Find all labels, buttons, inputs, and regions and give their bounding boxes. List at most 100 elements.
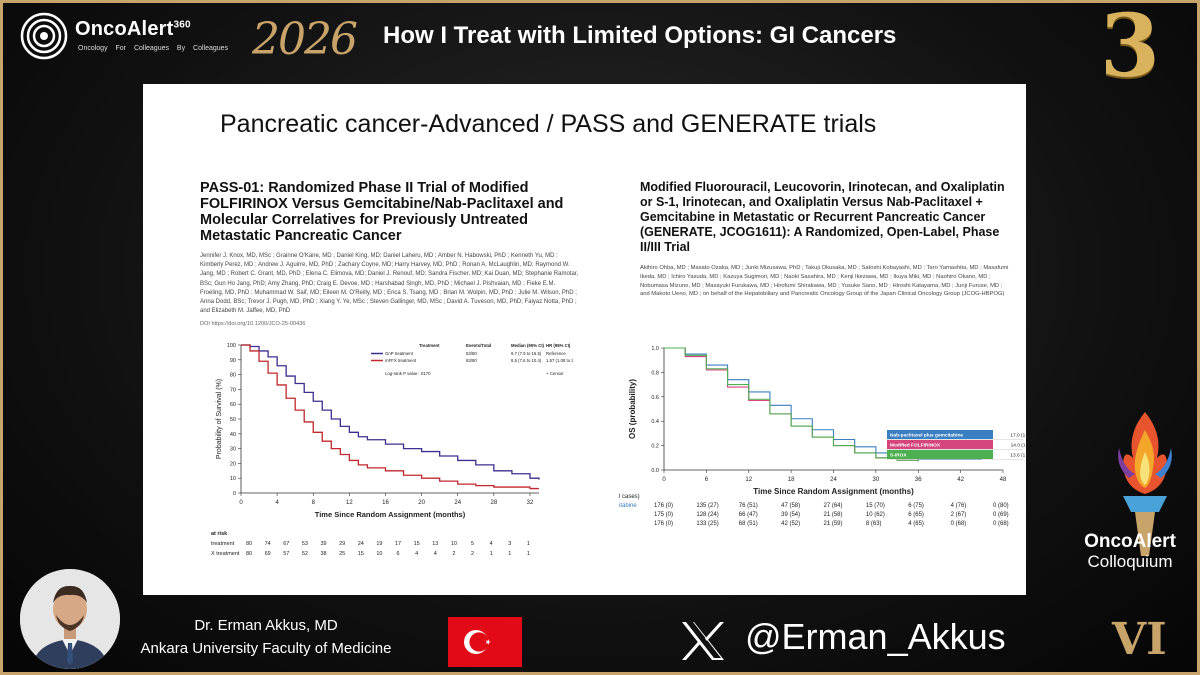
y-tick-label: 50	[230, 417, 236, 423]
risk-table-header-label: l cases)	[619, 494, 640, 500]
legend-hr: Reference	[546, 351, 566, 356]
y-tick-label: 20	[230, 461, 236, 467]
risk-table-header: l cases)	[619, 494, 1025, 503]
pass01-doi: DOI https://doi.org/10.1200/JCO-25-00436	[200, 321, 306, 328]
risk-cell: 42 (52)	[781, 521, 801, 527]
risk-cell: 10	[451, 541, 457, 547]
colloquium-name: OncoAlert	[1084, 531, 1176, 552]
risk-cell: 6 (65)	[908, 512, 924, 518]
x-tick-label: 32	[527, 500, 534, 506]
legend-median: 9.7 (7.9 to 16.5)	[511, 351, 542, 356]
risk-cell: 69	[265, 551, 271, 557]
legend-median: 14.0 (11.4 to 16.3)	[1011, 443, 1025, 449]
x-tick-label: 8	[312, 500, 316, 506]
y-axis-label: Probability of Survival (%)	[216, 379, 223, 459]
y-tick-label: 80	[230, 373, 236, 379]
x-tick-label: 42	[957, 477, 964, 483]
day-number: 3	[1100, 0, 1160, 97]
risk-cell: 76 (51)	[738, 503, 758, 509]
legend-header: HR (95% CI)	[546, 343, 571, 348]
brand-tagline: Oncology For Colleagues By Colleagues	[78, 45, 229, 52]
risk-row: 175 (0) 128 (24) 66 (47) 39 (54) 21 (58) 10 (…	[619, 512, 1025, 521]
legend-median: 13.6 (12.3 to 16.3)	[1010, 453, 1025, 459]
speaker-affiliation: Ankara University Faculty of Medicine	[140, 640, 392, 657]
legend-swatch	[887, 440, 993, 449]
risk-cell: 25	[339, 551, 345, 557]
risk-cell: 67	[283, 541, 289, 547]
y-tick-label: 10	[230, 476, 236, 482]
risk-cell: 80	[246, 551, 252, 557]
torch-icon	[1118, 412, 1172, 556]
risk-cell: 15	[358, 551, 364, 557]
legend-series-name: S-IROX	[890, 453, 907, 459]
legend-swatch	[887, 430, 993, 439]
risk-cell: 4 (65)	[908, 521, 924, 527]
generate-risk-table: l cases) itabine 176 (0) 135 (27) 76 (51) 47 …	[619, 494, 1025, 530]
risk-cell: 2 (67)	[950, 512, 967, 518]
pass01-authors: Jennifer J. Knox, MD, MSc ; Grainne O'Ka…	[200, 253, 579, 315]
legend-header: Treatment	[419, 343, 440, 348]
generate-title: Modified Fluorouracil, Leucovorin, Irino…	[640, 180, 1005, 254]
risk-row: 176 (0) 133 (25) 68 (51) 42 (52) 21 (59) 8 (6…	[619, 521, 1025, 530]
risk-cell: 68 (51)	[738, 521, 758, 527]
legend-median: 17.0 (14.5 to 18.9)	[1010, 433, 1025, 439]
risk-cell: 47 (58)	[781, 503, 801, 509]
x-tick-label: 48	[1000, 477, 1007, 483]
colloquium-label: Colloquium	[1087, 552, 1173, 571]
risk-row-label: treatment	[211, 541, 235, 547]
session-title: How I Treat with Limited Options: GI Can…	[383, 22, 897, 49]
x-tick-label: 16	[382, 500, 389, 506]
generate-authors: Akihiro Ohba, MD ; Masato Ozaka, MD ; Ju…	[640, 265, 1009, 298]
y-tick-label: 0.4	[651, 419, 659, 425]
risk-cell: 0 (80)	[993, 503, 1009, 509]
x-tick-label: 28	[491, 500, 498, 506]
slide-title: Pancreatic cancer-Advanced / PASS and GE…	[220, 110, 877, 138]
y-tick-label: 0	[233, 491, 236, 497]
x-tick-label: 0	[239, 500, 243, 506]
pass01-paper: PASS-01: Randomized Phase II Trial of Mo…	[200, 180, 580, 327]
y-tick-label: 0.2	[651, 444, 659, 450]
x-logo-icon[interactable]	[680, 620, 726, 662]
legend-median: 8.5 (7.6 to 10.4)	[511, 358, 542, 363]
x-tick-label: 20	[418, 500, 425, 506]
presentation-slide: Pancreatic cancer-Advanced / PASS and GE…	[143, 84, 1026, 595]
risk-cell: 21 (58)	[823, 512, 843, 518]
risk-cell: 135 (27)	[696, 503, 719, 509]
risk-cell: 0 (68)	[993, 521, 1009, 527]
risk-cell: 6	[396, 551, 399, 557]
y-tick-label: 90	[230, 358, 236, 364]
km-curve-mfolfirinox	[664, 347, 919, 462]
risk-cell: 4	[490, 541, 493, 547]
legend-header: Median (95% CI)	[511, 343, 545, 348]
risk-cell: 57	[283, 551, 289, 557]
risk-cell: 19	[376, 541, 382, 547]
risk-cell: 2	[471, 551, 474, 557]
speaker-name: Dr. Erman Akkus, MD	[194, 617, 338, 634]
x-tick-label: 12	[745, 477, 752, 483]
x-tick-label: 6	[705, 477, 709, 483]
y-tick-label: 0.8	[651, 370, 659, 376]
km-curve-gnp	[241, 344, 540, 480]
risk-cell: 0 (68)	[950, 521, 967, 527]
legend-events: 63/80	[466, 358, 477, 363]
y-tick-label: 60	[230, 402, 236, 408]
y-axis-label: OS (probability)	[628, 379, 637, 439]
y-tick-label: 0.0	[651, 468, 659, 474]
turkey-flag-icon	[448, 617, 522, 667]
x-tick-label: 4	[275, 500, 279, 506]
risk-row-label: X treatment	[211, 551, 240, 557]
risk-cell: 0 (69)	[993, 512, 1009, 518]
social-handle[interactable]: @Erman_Akkus	[745, 616, 1006, 657]
legend-pvalue: Log-rank P value: .0170	[385, 371, 431, 376]
risk-cell: 1	[527, 541, 530, 547]
risk-cell: 2	[452, 551, 455, 557]
x-tick-label: 30	[873, 477, 880, 483]
risk-cell: 1	[508, 551, 511, 557]
y-tick-label: 70	[230, 387, 236, 393]
x-tick-label: 0	[662, 477, 666, 483]
risk-cell: 133 (25)	[696, 521, 719, 527]
pass01-title: PASS-01: Randomized Phase II Trial of Mo…	[200, 180, 564, 244]
risk-cell: 15 (70)	[865, 503, 885, 509]
risk-cell: 15	[414, 541, 420, 547]
risk-cell: 5	[471, 541, 474, 547]
